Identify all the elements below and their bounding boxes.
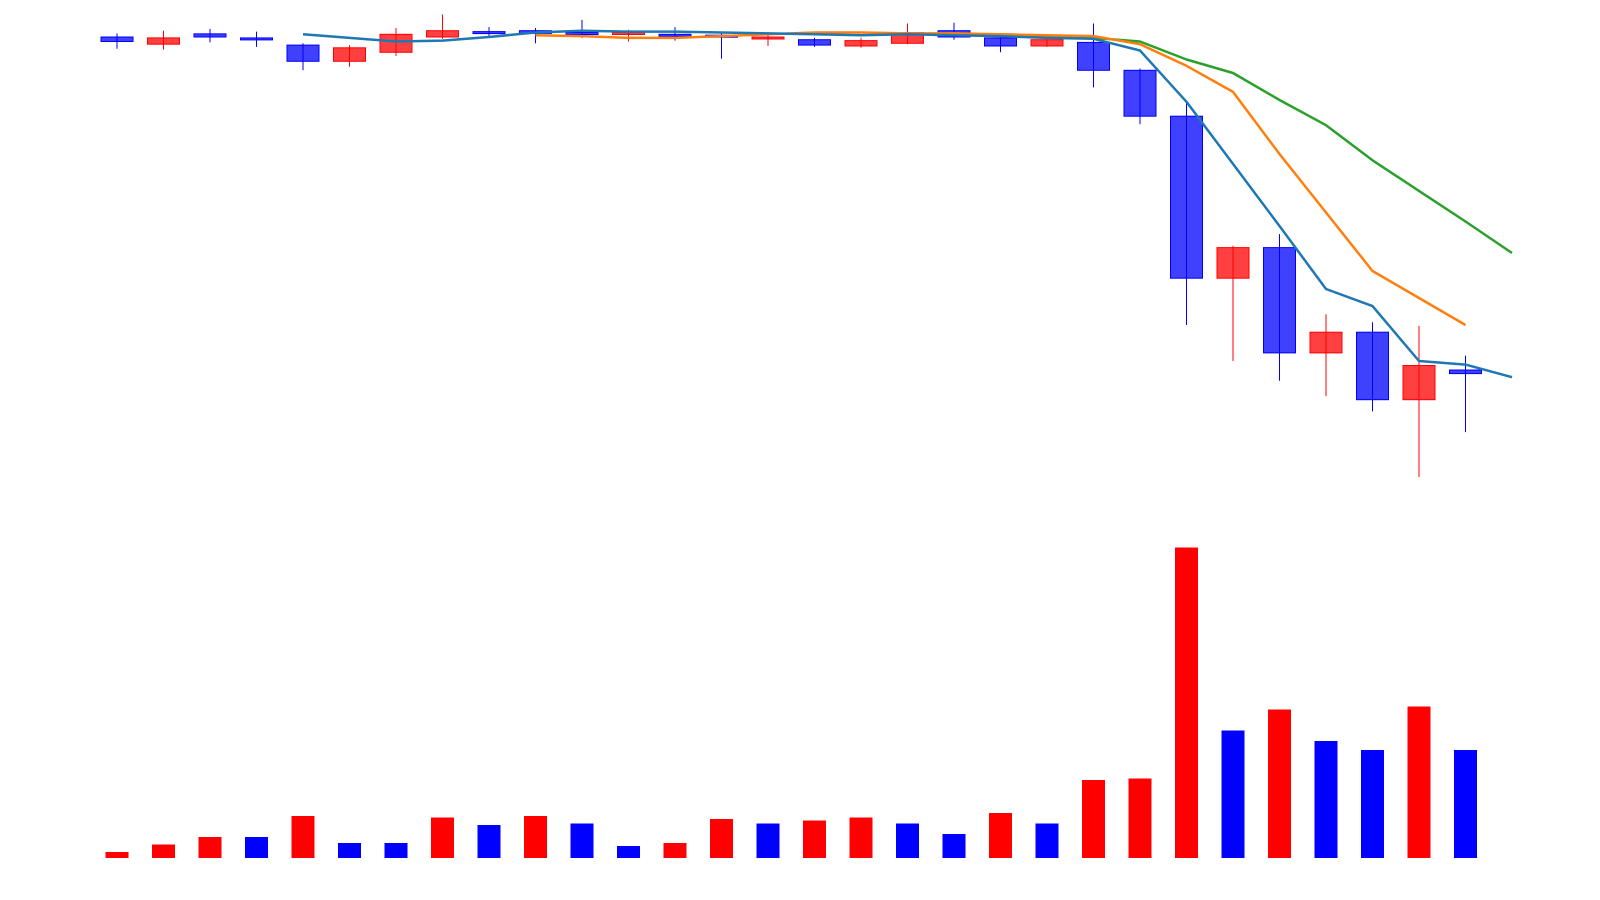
- candle-body: [426, 30, 459, 38]
- moving-average-lines: [302, 29, 1513, 379]
- volume-bar: [105, 852, 129, 858]
- volume-bar: [198, 837, 222, 858]
- volume-bar: [1175, 547, 1198, 858]
- candle: [240, 31, 273, 47]
- candle: [1449, 355, 1482, 433]
- volume-bar: [1407, 706, 1431, 858]
- volume-bar: [1128, 778, 1152, 858]
- candle: [1216, 245, 1250, 361]
- candle: [798, 37, 831, 47]
- candle: [1170, 101, 1203, 325]
- candle-body: [379, 33, 413, 53]
- volume-bar: [524, 816, 547, 858]
- volume-bar: [663, 843, 687, 858]
- candle-body: [193, 33, 227, 38]
- volume-bar: [1035, 823, 1059, 858]
- candle-body: [984, 37, 1017, 47]
- volume-bar: [617, 846, 640, 858]
- candle: [1402, 325, 1436, 478]
- volume-bar: [1082, 780, 1105, 858]
- candle: [1356, 322, 1389, 412]
- ma10-line: [535, 31, 1467, 327]
- volume-bar: [756, 823, 780, 858]
- volume-bar: [1314, 741, 1338, 858]
- volume-bar: [896, 823, 919, 858]
- candle: [286, 43, 320, 71]
- candle: [1309, 314, 1343, 397]
- candle-body: [751, 36, 785, 40]
- volume-bar: [570, 823, 594, 858]
- candle-body: [286, 44, 320, 62]
- candle: [844, 37, 878, 48]
- candle: [1263, 234, 1296, 381]
- candle: [751, 34, 785, 46]
- candle-body: [100, 36, 134, 42]
- candle: [937, 22, 971, 40]
- candle-body: [1402, 365, 1436, 401]
- candle: [1077, 23, 1110, 88]
- candle-body: [1309, 331, 1343, 354]
- candle-body: [333, 47, 366, 62]
- candle-body: [1030, 39, 1064, 47]
- volume-panel: [105, 547, 1477, 858]
- volume-bar: [477, 825, 501, 858]
- volume-bar: [291, 816, 315, 858]
- candle-body: [1449, 369, 1482, 375]
- ma5-line: [302, 29, 1513, 379]
- candle-body: [565, 32, 599, 35]
- candle-body: [844, 40, 878, 47]
- volume-bar: [1221, 730, 1245, 858]
- volume-bar: [338, 843, 361, 858]
- candle: [100, 33, 134, 49]
- candle: [193, 28, 227, 43]
- volume-bar: [245, 837, 268, 858]
- volume-bar: [1361, 750, 1384, 858]
- volume-bar: [942, 834, 966, 858]
- volume-bar: [849, 817, 873, 858]
- candle: [147, 30, 180, 50]
- candle-body: [1123, 69, 1157, 117]
- volume-bar: [384, 843, 408, 858]
- volume-bar: [710, 819, 733, 858]
- candle-body: [1356, 331, 1389, 401]
- candle-body: [658, 33, 692, 37]
- candle-body: [472, 31, 506, 35]
- volume-bar: [431, 817, 454, 858]
- candle: [426, 14, 459, 39]
- volume-bar: [1454, 750, 1477, 858]
- candle-body: [798, 39, 831, 46]
- candle-body: [147, 37, 180, 45]
- candle-body: [240, 37, 273, 41]
- volume-bar: [1268, 709, 1291, 858]
- candle: [984, 37, 1017, 53]
- candle: [333, 45, 366, 67]
- candle-body: [1170, 115, 1203, 279]
- candle-body: [1216, 247, 1250, 279]
- volume-bar: [152, 844, 175, 858]
- candle-body: [1263, 247, 1296, 354]
- candle: [1123, 68, 1157, 125]
- price-panel: [100, 14, 1482, 478]
- volume-bar: [803, 820, 826, 858]
- candle-body: [1077, 41, 1110, 71]
- candle: [472, 27, 506, 37]
- volume-bar: [989, 813, 1012, 858]
